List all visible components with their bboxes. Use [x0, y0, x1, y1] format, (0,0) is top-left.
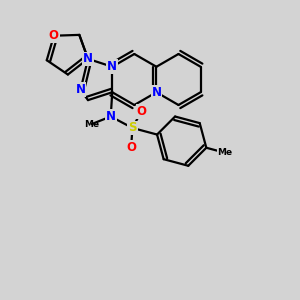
Text: Me: Me: [84, 120, 99, 129]
Text: S: S: [128, 122, 137, 134]
Text: O: O: [136, 105, 146, 118]
Text: N: N: [106, 110, 116, 123]
Text: Me: Me: [217, 148, 232, 157]
Text: N: N: [107, 60, 117, 73]
Text: O: O: [49, 29, 59, 42]
Text: O: O: [126, 141, 136, 154]
Text: N: N: [76, 83, 85, 96]
Text: N: N: [83, 52, 93, 65]
Text: N: N: [152, 86, 161, 99]
